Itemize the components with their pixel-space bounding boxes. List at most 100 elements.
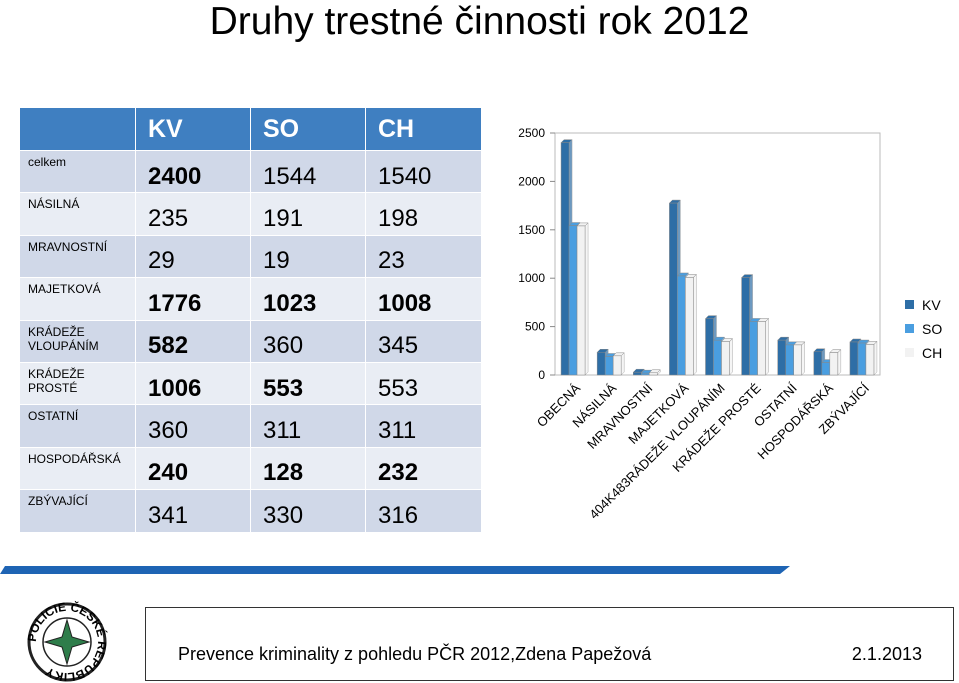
- bar-front: [865, 344, 875, 376]
- bar-front: [849, 341, 859, 376]
- bar-side: [693, 273, 697, 376]
- y-tick-label: 500: [525, 320, 545, 334]
- value-cell: 232: [365, 446, 481, 490]
- legend-label: KV: [922, 297, 941, 313]
- bar-front: [741, 277, 750, 376]
- value-cell: 360: [135, 404, 250, 447]
- bar-front: [777, 339, 786, 376]
- value-cell: 191: [250, 192, 365, 235]
- value-cell: 1023: [250, 277, 365, 320]
- y-tick-label: 2000: [518, 174, 545, 188]
- value-cell: 316: [365, 489, 481, 532]
- value-cell: 330: [250, 489, 365, 532]
- value-cell: 19: [250, 234, 365, 278]
- bar-front: [604, 356, 614, 376]
- bar-front: [749, 321, 758, 376]
- value-cell: 582: [135, 319, 250, 362]
- bar-front: [821, 362, 831, 376]
- column-header: KV: [135, 108, 250, 150]
- value-cell: 360: [250, 319, 365, 362]
- legend-swatch: [905, 300, 914, 309]
- value-cell: 198: [365, 192, 481, 235]
- bar-side: [620, 352, 625, 376]
- legend-swatch: [905, 348, 914, 357]
- row-label: OSTATNÍ: [20, 404, 135, 447]
- bar-side: [584, 222, 589, 376]
- column-header: SO: [250, 108, 365, 150]
- bar-front: [633, 371, 642, 376]
- row-label: KRÁDEŽE PROSTÉ: [20, 362, 135, 405]
- bar-front: [857, 342, 867, 376]
- value-cell: 240: [135, 446, 250, 490]
- value-cell: 1008: [365, 277, 481, 320]
- bar-front: [669, 202, 678, 376]
- y-tick-label: 1500: [518, 223, 545, 237]
- value-cell: 311: [250, 404, 365, 447]
- legend-label: CH: [922, 345, 942, 361]
- value-cell: 553: [365, 362, 481, 405]
- bar-side: [873, 340, 878, 376]
- bar: [865, 340, 878, 376]
- bar-front: [829, 352, 839, 376]
- y-tick-label: 2500: [518, 126, 545, 140]
- bar-side: [837, 348, 842, 376]
- row-label: MAJETKOVÁ: [20, 277, 135, 320]
- bar-side: [801, 341, 805, 376]
- bar-front: [793, 344, 802, 376]
- footer-box: [145, 607, 954, 681]
- row-label: MRAVNOSTNÍ: [20, 234, 135, 278]
- bar-front: [713, 339, 722, 376]
- value-cell: 235: [135, 192, 250, 235]
- row-label: HOSPODÁŘSKÁ: [20, 446, 135, 490]
- y-tick-label: 0: [538, 368, 545, 382]
- bar-side: [765, 317, 769, 376]
- title: Druhy trestné činnosti rok 2012: [209, 0, 750, 43]
- footer-text: Prevence kriminality z pohledu PČR 2012,…: [178, 643, 652, 664]
- bar-front: [649, 372, 658, 376]
- bar-front: [576, 225, 586, 376]
- value-cell: 1544: [250, 150, 365, 193]
- value-cell: 341: [135, 489, 250, 532]
- legend-label: SO: [922, 321, 942, 337]
- bar: [612, 352, 625, 376]
- value-cell: 345: [365, 319, 481, 362]
- bar-front: [813, 351, 823, 376]
- bar: [793, 341, 806, 376]
- header-cell: [20, 108, 135, 150]
- bar-front: [685, 277, 694, 376]
- bar-front: [612, 355, 622, 376]
- bar: [684, 273, 697, 376]
- bar: [829, 348, 842, 376]
- bar-front: [757, 321, 766, 376]
- value-cell: 1776: [135, 277, 250, 320]
- bar-side: [729, 338, 733, 376]
- value-cell: 2400: [135, 150, 250, 193]
- row-label: NÁSILNÁ: [20, 192, 135, 235]
- logo: POLICIE ČESKÉ REPUBLIKY: [25, 599, 110, 683]
- footer-date: 2.1.2013: [852, 644, 922, 664]
- value-cell: 311: [365, 404, 481, 447]
- bar-front: [596, 352, 606, 376]
- row-label: KRÁDEŽE VLOUPÁNÍM: [20, 319, 135, 362]
- bar: [576, 222, 589, 376]
- column-header: CH: [365, 108, 481, 150]
- value-cell: 1006: [135, 362, 250, 405]
- value-cell: 23: [365, 234, 481, 278]
- stripe: [0, 566, 790, 574]
- legend-swatch: [905, 324, 914, 333]
- value-cell: 553: [250, 362, 365, 405]
- bar-front: [785, 344, 794, 376]
- row-label: celkem: [20, 150, 135, 193]
- bar-front: [568, 225, 578, 376]
- bar-front: [705, 318, 714, 376]
- value-cell: 29: [135, 234, 250, 278]
- value-cell: 128: [250, 446, 365, 490]
- bar: [648, 369, 661, 376]
- bar: [757, 317, 770, 376]
- row-label: ZBÝVAJÍCÍ: [20, 489, 135, 532]
- bar-front: [721, 341, 730, 376]
- bar-front: [560, 142, 570, 376]
- bar-front: [677, 275, 686, 376]
